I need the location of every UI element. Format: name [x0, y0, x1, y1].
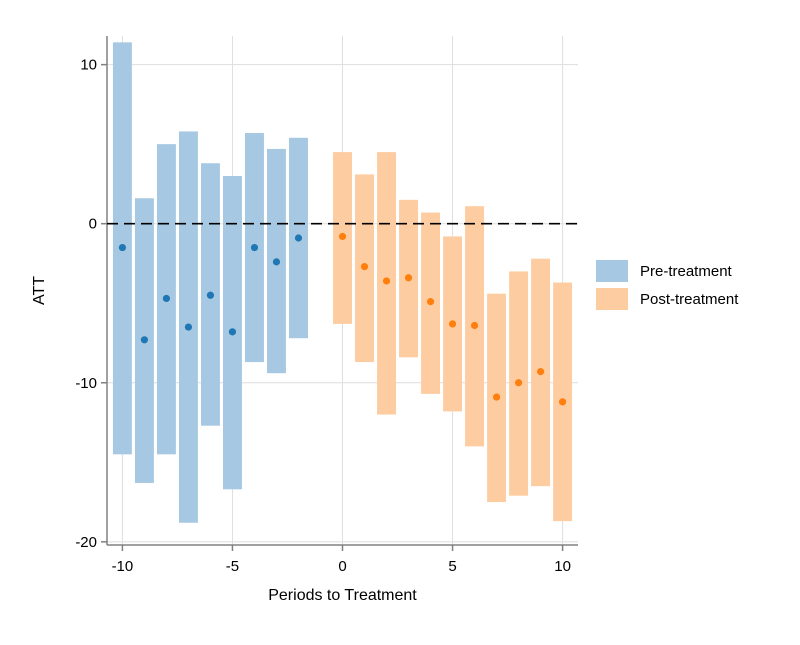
point-estimate	[470, 321, 479, 330]
point-estimate	[206, 291, 215, 299]
point-estimate	[140, 336, 149, 344]
point-estimate	[536, 368, 545, 376]
y-tick-label: -10	[75, 375, 97, 392]
legend-item: Pre-treatment	[596, 260, 733, 282]
point-estimate	[272, 258, 281, 266]
legend-item: Post-treatment	[596, 288, 739, 310]
point-estimate	[426, 298, 435, 306]
point-estimate	[448, 320, 457, 328]
point-estimate	[514, 379, 523, 387]
y-tick-label: 10	[80, 57, 97, 74]
x-tick-label: -5	[226, 558, 239, 575]
legend-swatch	[596, 260, 628, 282]
x-axis-title: Periods to Treatment	[268, 587, 417, 604]
legend-label: Pre-treatment	[640, 263, 733, 280]
point-estimate	[558, 398, 567, 406]
x-tick-label: 5	[448, 558, 456, 575]
legend-swatch	[596, 288, 628, 310]
point-estimate	[250, 243, 259, 252]
point-estimate	[360, 263, 369, 271]
y-tick-label: -20	[75, 534, 97, 551]
point-estimate	[492, 393, 501, 401]
point-estimate	[338, 232, 347, 241]
point-estimate	[294, 234, 303, 242]
y-axis-title: ATT	[31, 276, 48, 305]
legend: Pre-treatment Post-treatment	[596, 260, 739, 310]
point-estimate	[118, 243, 127, 252]
x-tick-label: 10	[554, 558, 571, 575]
point-estimate	[162, 294, 171, 303]
tick-labels: -10 -5 0 5 10 10 0 -10 -20	[75, 57, 571, 575]
x-tick-label: -10	[112, 558, 134, 575]
legend-label: Post-treatment	[640, 291, 739, 308]
point-estimate	[228, 328, 237, 336]
point-estimate	[382, 277, 391, 285]
point-estimates	[118, 232, 567, 406]
point-estimate	[184, 323, 193, 331]
point-estimate	[404, 274, 413, 282]
x-tick-label: 0	[338, 558, 346, 575]
y-tick-label: 0	[89, 216, 97, 233]
